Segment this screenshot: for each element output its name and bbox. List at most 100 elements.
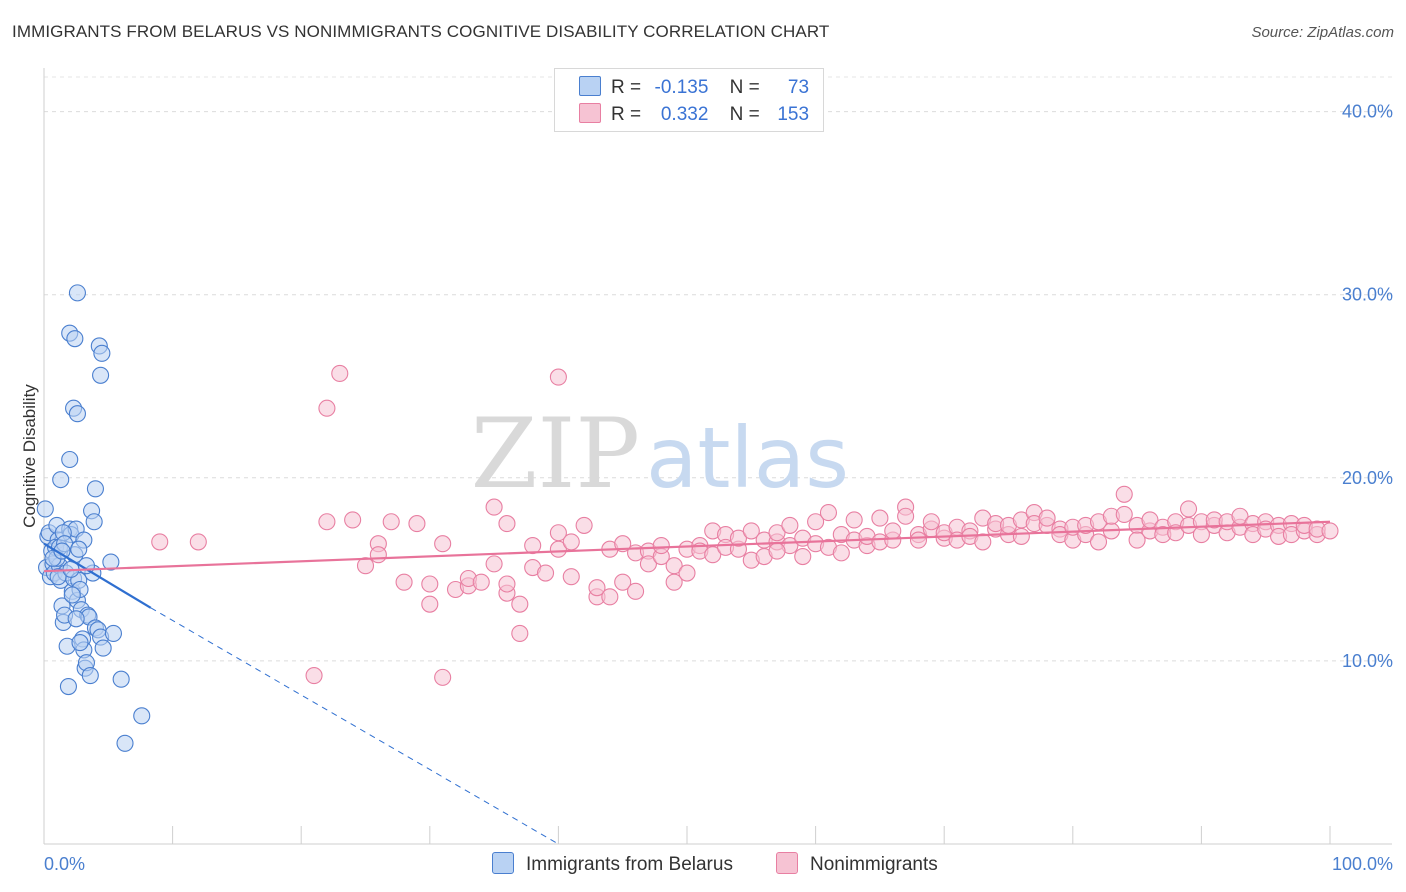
legend-n-value: 73 (787, 77, 810, 98)
tick-labels: 10.0% 20.0% 30.0% 40.0% 0.0% 100.0% (44, 102, 1393, 874)
data-point (93, 344, 111, 362)
data-point (652, 537, 670, 555)
data-point (498, 575, 516, 593)
legend-n-label: N = (729, 104, 760, 125)
legend-r-value: 0.332 (660, 104, 709, 125)
data-point (66, 330, 84, 348)
data-point (86, 480, 104, 498)
data-point (151, 533, 169, 551)
data-point (318, 399, 336, 417)
y-tick-label: 20.0% (1342, 468, 1393, 488)
data-point (627, 582, 645, 600)
bottom-legend-swatch-blue (492, 852, 514, 874)
data-point (85, 513, 103, 531)
data-point (575, 516, 593, 534)
data-point (434, 535, 452, 553)
data-point (1321, 522, 1339, 540)
data-point (36, 500, 54, 518)
y-tick-label: 10.0% (1342, 651, 1393, 671)
bottom-legend-nonimmigrants: Nonimmigrants (776, 852, 938, 876)
data-point (356, 557, 375, 575)
watermark-atlas: atlas (646, 409, 849, 507)
axes (43, 68, 1392, 845)
data-point (974, 533, 992, 551)
trend-line-belarus-extension (150, 607, 559, 845)
data-point (53, 542, 71, 560)
data-point (704, 546, 722, 564)
data-point (49, 568, 67, 586)
data-point (434, 668, 452, 686)
chart-title: IMMIGRANTS FROM BELARUS VS NONIMMIGRANTS… (12, 22, 830, 41)
data-point (549, 368, 567, 386)
data-point (819, 504, 838, 522)
data-point (549, 524, 567, 542)
data-point (909, 531, 928, 549)
data-point (601, 588, 619, 606)
data-point (1089, 533, 1108, 551)
data-point (305, 667, 323, 685)
trend-line-belarus (43, 542, 152, 609)
data-point (678, 564, 696, 582)
data-point (639, 555, 657, 573)
data-point (794, 547, 812, 566)
data-point (189, 533, 207, 551)
data-point (61, 450, 79, 469)
x-tick-label: 100.0% (1332, 854, 1393, 874)
data-point (614, 573, 632, 591)
data-point (511, 595, 529, 613)
data-point (68, 405, 86, 423)
data-point (472, 573, 490, 591)
correlation-legend: R = -0.135 N = 73 R = 0.332 N = 153 (554, 68, 824, 132)
data-point (832, 544, 850, 562)
data-point (1128, 531, 1146, 549)
grid-lines (44, 76, 1392, 662)
data-point (133, 707, 151, 725)
data-point (59, 677, 77, 696)
data-point (63, 586, 81, 604)
data-point (71, 634, 89, 652)
source-label: Source: ZipAtlas.com (1251, 24, 1394, 41)
data-point (112, 670, 130, 688)
data-point (1012, 527, 1030, 545)
data-point (768, 542, 786, 560)
bottom-legend-label: Nonimmigrants (810, 854, 938, 875)
data-point (67, 610, 85, 628)
data-point (395, 573, 413, 591)
data-point (81, 667, 99, 685)
data-point (1179, 500, 1198, 518)
data-point (382, 513, 400, 531)
data-point (52, 471, 70, 489)
data-point (1038, 509, 1056, 527)
data-point (729, 529, 747, 547)
data-point (331, 364, 349, 382)
series-nonimmigrants (151, 364, 1339, 686)
data-point (92, 366, 110, 384)
y-tick-label: 40.0% (1342, 102, 1393, 122)
data-point (524, 537, 542, 555)
data-point (511, 624, 529, 642)
data-point (1115, 505, 1133, 523)
data-point (897, 507, 915, 525)
data-point (768, 524, 786, 542)
data-point (485, 498, 503, 516)
data-point (884, 522, 902, 540)
legend-n-label: N = (729, 77, 760, 98)
data-point (70, 540, 88, 558)
data-point (588, 579, 606, 597)
data-point (498, 515, 516, 533)
data-point (922, 513, 940, 531)
trend-line-nonimmigrants (43, 520, 1331, 573)
bottom-legend-label: Immigrants from Belarus (526, 854, 733, 875)
data-point (536, 564, 555, 582)
data-point (318, 513, 336, 531)
series-immigrants-belarus (36, 284, 151, 752)
data-point (421, 575, 439, 593)
legend-row-belarus: R = -0.135 N = 73 (579, 76, 809, 100)
trend-lines (43, 520, 1331, 845)
watermark-zip: ZIP (471, 398, 640, 510)
data-point (421, 595, 439, 613)
legend-n-value: 153 (777, 104, 810, 125)
data-point (369, 546, 387, 564)
data-point (871, 509, 889, 527)
